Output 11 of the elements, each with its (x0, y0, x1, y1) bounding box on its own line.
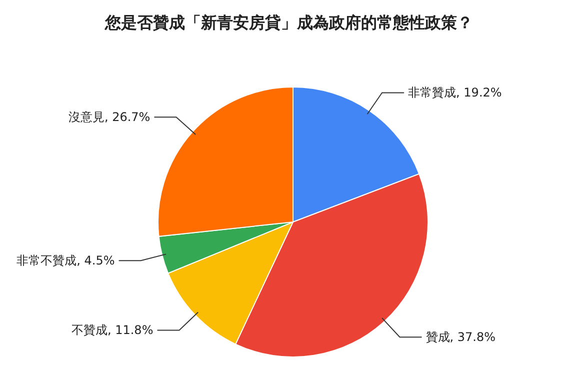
slice-label: 不贊成, 11.8% (71, 323, 154, 338)
pie-slice (158, 86, 294, 237)
pie-slice (168, 222, 294, 345)
pie-slice (158, 222, 294, 274)
chart-title: 您是否贊成「新青安房貸」成為政府的常態性政策？ (104, 13, 473, 32)
pie-slice (235, 173, 428, 358)
slice-label: 非常贊成, 19.2% (408, 86, 502, 100)
pie-slice (292, 86, 420, 222)
slice-label: 非常不贊成, 4.5% (16, 254, 115, 268)
slice-label: 贊成, 37.8% (426, 330, 496, 344)
slice-label: 沒意見, 26.7% (68, 110, 150, 124)
